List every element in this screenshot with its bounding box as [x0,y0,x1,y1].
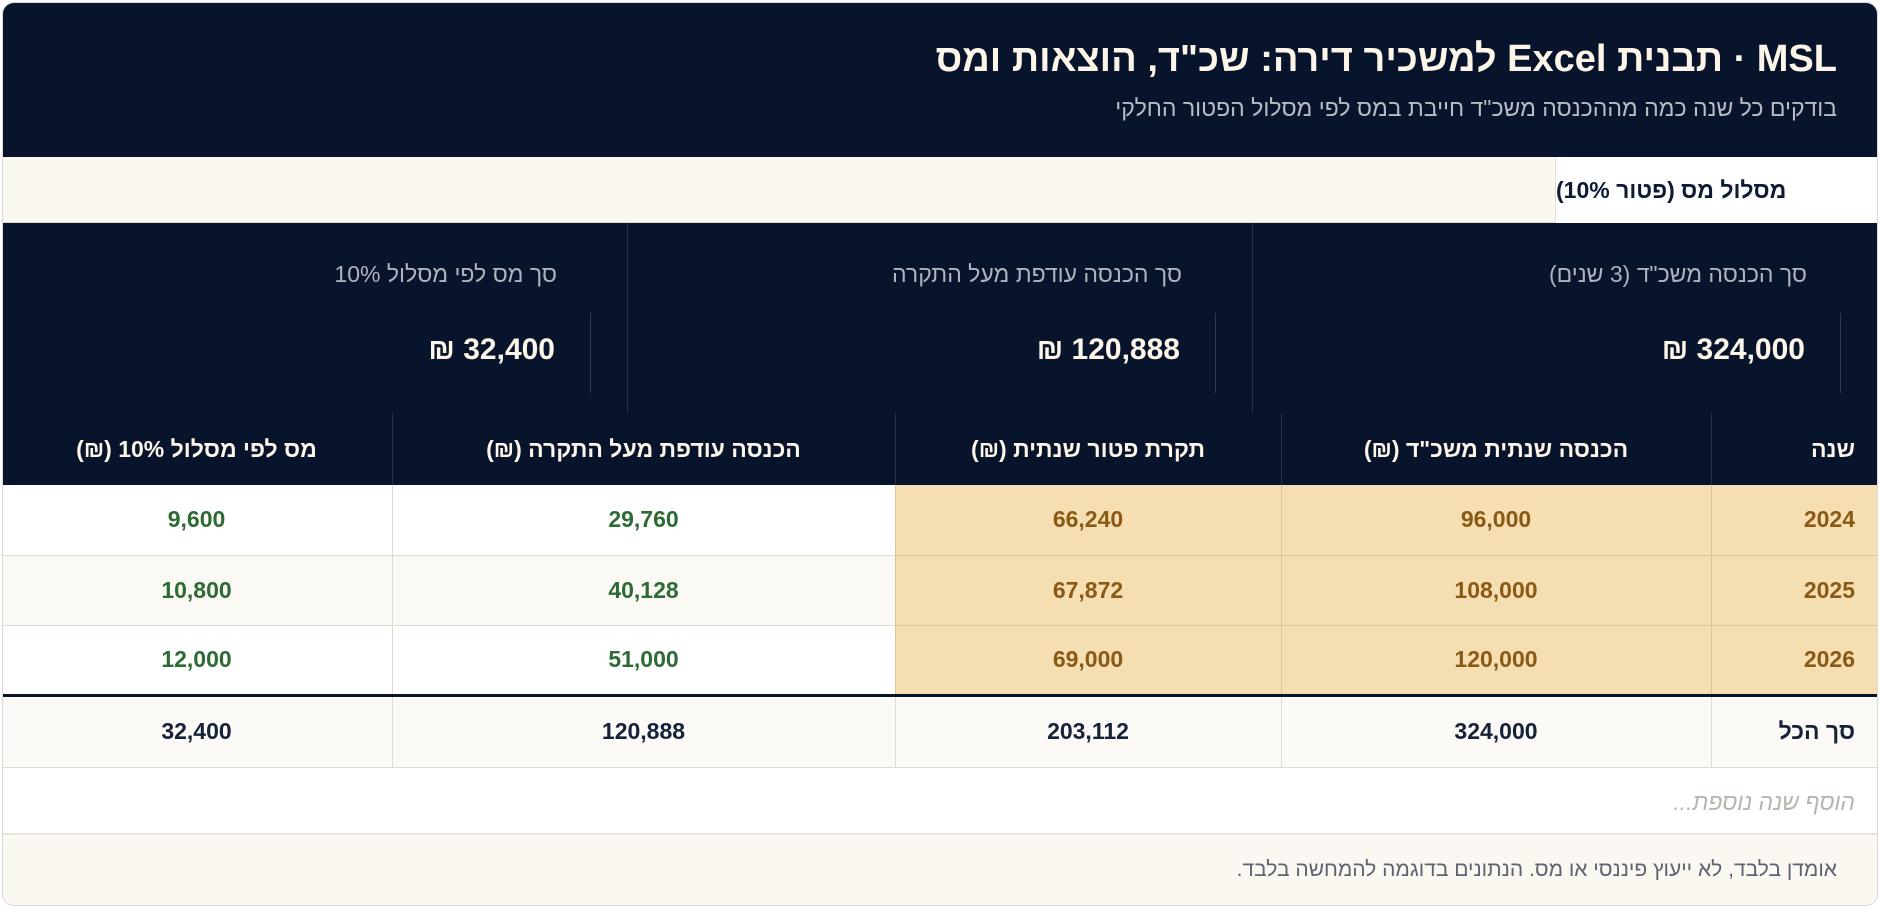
table-row: 2025 108,000 67,872 40,128 10,800 [3,555,1877,626]
page-title: MSL · תבנית Excel למשכיר דירה: שכ"ד, הוצ… [935,38,1837,80]
cell-year[interactable]: 2025 [1710,555,1877,626]
cell-excess-income[interactable]: 40,128 [391,555,895,626]
total-excess-income: 120,888 [391,693,895,768]
summary-cards: סך הכנסה משכ"ד (3 שנים) 324,000 ₪ סך הכנ… [3,223,1877,413]
cell-annual-income[interactable]: 108,000 [1280,555,1711,626]
cell-tax[interactable]: 12,000 [3,625,392,696]
tax-table: שנה הכנסה שנתית משכ"ד (₪) תקרת פטור שנתי… [3,413,1877,838]
page-subtitle: בודקים כל שנה כמה מההכנסה משכ"ד חייבת במ… [1115,95,1837,121]
table-row: 2026 120,000 69,000 51,000 12,000 [3,625,1877,696]
cell-exemption-ceiling[interactable]: 67,872 [894,555,1281,626]
column-header-exemption-ceiling[interactable]: תקרת פטור שנתית (₪) [894,413,1281,485]
summary-card-total-tax: סך מס לפי מסלול 10% 32,400 ₪ [3,223,627,413]
card-divider [590,313,591,393]
add-row: הוסף שנה נוספת... [3,767,1877,838]
table-total-row: סך הכל 324,000 203,112 120,888 32,400 [3,693,1877,768]
cell-excess-income[interactable]: 51,000 [391,625,895,696]
cell-year[interactable]: 2026 [1710,625,1877,696]
summary-card-excess-income: סך הכנסה עודפת מעל התקרה 120,888 ₪ [627,223,1252,413]
total-tax: 32,400 [3,693,392,768]
table-row: 2024 96,000 66,240 29,760 9,600 [3,485,1877,556]
tab-tax-track[interactable]: מסלול מס (פטור 10%) [1555,157,1877,223]
sheet-tab-bar: מסלול מס (פטור 10%) [3,157,1877,223]
column-header-tax[interactable]: מס לפי מסלול 10% (₪) [3,413,392,485]
summary-label: סך הכנסה עודפת מעל התקרה [892,261,1182,287]
summary-value: 120,888 ₪ [1036,333,1180,366]
column-header-annual-income[interactable]: הכנסה שנתית משכ"ד (₪) [1280,413,1711,485]
total-label: סך הכל [1710,693,1877,768]
summary-card-total-income: סך הכנסה משכ"ד (3 שנים) 324,000 ₪ [1252,223,1877,413]
disclaimer-text: אומדן בלבד, לא ייעוץ פיננסי או מס. הנתונ… [1236,858,1837,881]
cell-tax[interactable]: 10,800 [3,555,392,626]
add-year-input[interactable]: הוסף שנה נוספת... [3,767,1877,838]
cell-exemption-ceiling[interactable]: 69,000 [894,625,1281,696]
column-header-excess-income[interactable]: הכנסה עודפת מעל התקרה (₪) [391,413,895,485]
column-header-year[interactable]: שנה [1710,413,1877,485]
card-divider [1840,313,1841,393]
summary-label: סך מס לפי מסלול 10% [334,261,557,287]
cell-annual-income[interactable]: 120,000 [1280,625,1711,696]
cell-tax[interactable]: 9,600 [3,485,392,556]
total-annual-income: 324,000 [1280,693,1711,768]
summary-value: 32,400 ₪ [428,333,555,366]
disclaimer-footer: אומדן בלבד, לא ייעוץ פיננסי או מס. הנתונ… [3,833,1877,905]
cell-excess-income[interactable]: 29,760 [391,485,895,556]
cell-annual-income[interactable]: 96,000 [1280,485,1711,556]
card-divider [1215,313,1216,393]
page-header: MSL · תבנית Excel למשכיר דירה: שכ"ד, הוצ… [3,3,1877,157]
summary-value: 324,000 ₪ [1661,333,1805,366]
summary-label: סך הכנסה משכ"ד (3 שנים) [1548,261,1807,287]
cell-exemption-ceiling[interactable]: 66,240 [894,485,1281,556]
total-exemption-ceiling: 203,112 [894,693,1281,768]
table-header-row: שנה הכנסה שנתית משכ"ד (₪) תקרת פטור שנתי… [3,413,1877,485]
cell-year[interactable]: 2024 [1710,485,1877,556]
